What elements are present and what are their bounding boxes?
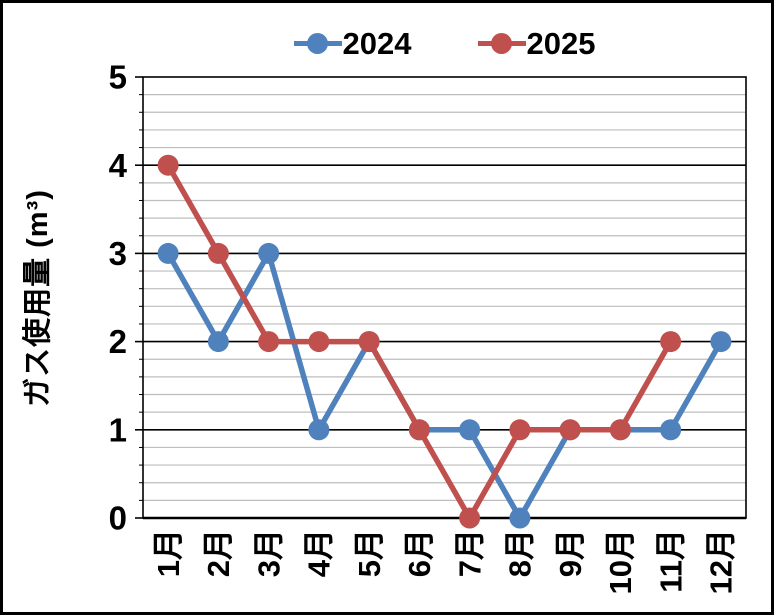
legend-marker-2024-icon [293, 32, 342, 54]
data-point-2024-4月 [308, 419, 330, 441]
data-point-2025-11月 [660, 331, 682, 353]
x-tick-label: 9月 [553, 529, 588, 577]
data-point-2025-8月 [509, 419, 531, 441]
y-axis-title-wrap: ガス使用量 (m³) [9, 77, 61, 518]
x-tick-label: 12月 [704, 529, 739, 594]
x-tick-label: 8月 [503, 529, 538, 577]
data-point-2025-2月 [207, 242, 229, 264]
data-point-2024-7月 [459, 419, 481, 441]
plot-border [142, 76, 747, 519]
legend-label-2025: 2025 [526, 25, 596, 61]
data-point-2025-6月 [408, 419, 430, 441]
x-tick-label: 5月 [352, 529, 387, 577]
data-point-2025-4月 [308, 331, 330, 353]
data-point-2025-1月 [157, 154, 179, 176]
legend: 2024 2025 [143, 23, 746, 63]
x-tick-label: 4月 [302, 529, 337, 577]
x-tick-label: 7月 [452, 529, 487, 577]
data-point-2024-8月 [509, 507, 531, 529]
legend-item-2024: 2024 [293, 25, 412, 61]
legend-dot-swatch [491, 32, 512, 54]
data-point-2024-3月 [258, 242, 280, 264]
data-point-2024-1月 [157, 242, 179, 264]
legend-dot-swatch [307, 32, 329, 54]
x-tick-label: 10月 [603, 529, 638, 594]
x-tick-label: 2月 [201, 529, 236, 577]
data-point-2024-12月 [710, 331, 732, 353]
data-point-2025-7月 [459, 507, 481, 529]
y-tick-label: 3 [109, 235, 127, 272]
x-tick-label: 1月 [151, 529, 186, 577]
x-tick-label: 11月 [653, 529, 688, 593]
y-tick-label: 2 [109, 323, 127, 360]
data-point-2025-10月 [609, 419, 631, 441]
x-tick-label: 3月 [251, 529, 286, 577]
x-tick-label: 6月 [402, 529, 437, 577]
legend-item-2025: 2025 [477, 25, 596, 61]
data-point-2025-5月 [358, 331, 380, 353]
data-point-2024-2月 [207, 331, 229, 353]
y-tick-label: 5 [109, 59, 127, 96]
gas-usage-line-chart: 0 1 2 3 4 5 1月 2月 3月 4月 5月 6月 7月 8月 9月 10月 11月 12月 [109, 59, 747, 594]
y-tick-label: 4 [109, 147, 128, 184]
data-point-2025-3月 [258, 331, 280, 353]
y-tick-label: 1 [109, 411, 127, 448]
data-point-2025-9月 [559, 419, 581, 441]
data-point-2024-11月 [660, 419, 682, 441]
legend-label-2024: 2024 [342, 25, 412, 61]
y-tick-label: 0 [109, 500, 127, 537]
y-axis-title: ガス使用量 (m³) [22, 188, 55, 407]
legend-marker-2025-icon [477, 32, 526, 54]
